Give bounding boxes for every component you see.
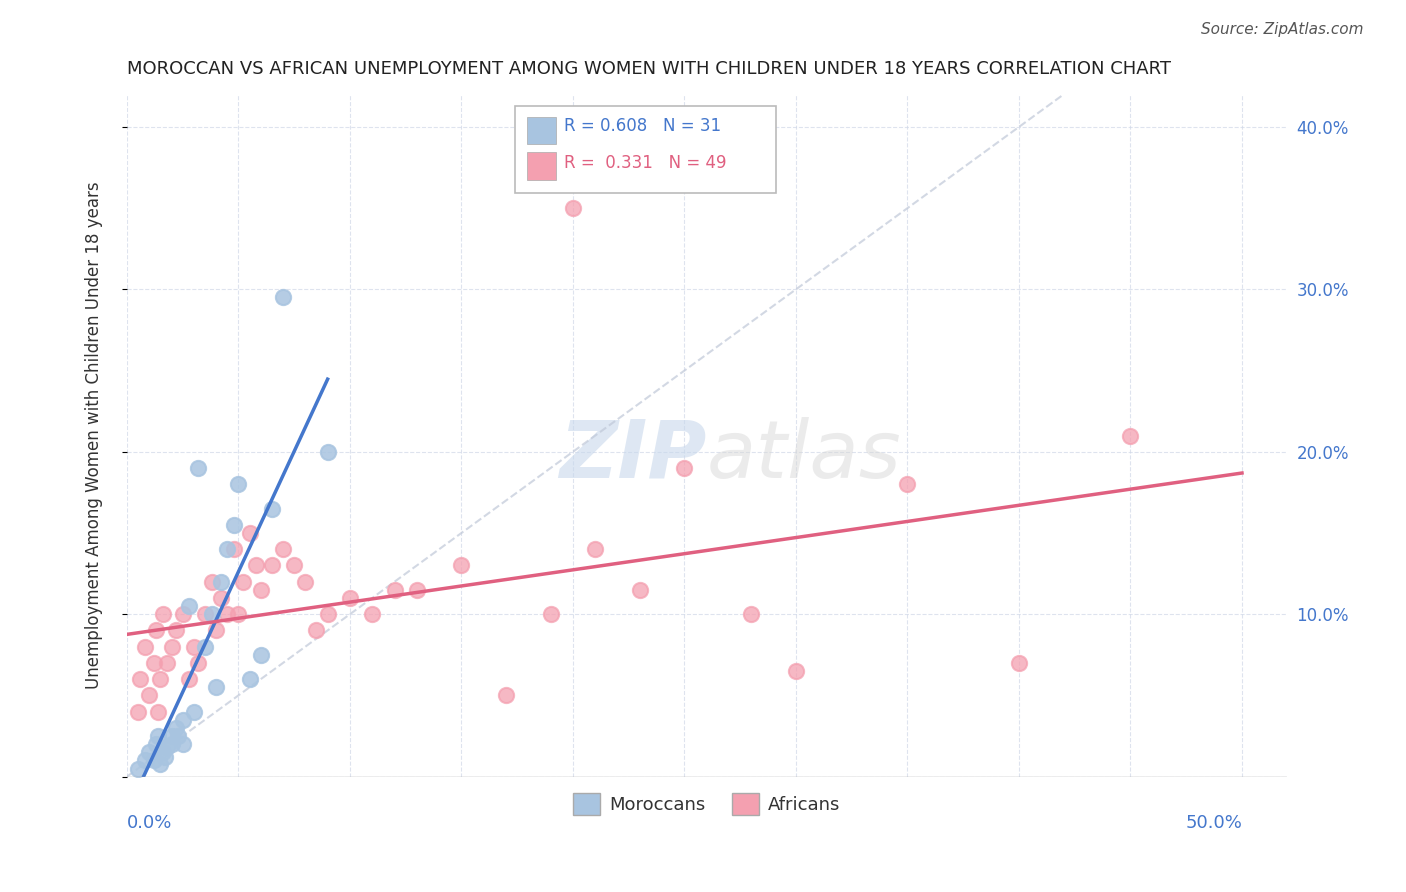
Point — [260, 558, 283, 573]
Point — [179, 599, 201, 613]
Point — [222, 542, 245, 557]
Point — [495, 689, 517, 703]
Point — [1008, 656, 1031, 670]
Point — [271, 290, 294, 304]
Point — [316, 444, 339, 458]
Point — [156, 656, 179, 670]
Y-axis label: Unemployment Among Women with Children Under 18 years: Unemployment Among Women with Children U… — [86, 182, 103, 690]
Point — [205, 681, 228, 695]
Point — [201, 607, 224, 622]
Point — [239, 526, 262, 541]
Point — [134, 640, 156, 654]
Point — [183, 640, 205, 654]
Legend: Moroccans, Africans: Moroccans, Africans — [565, 786, 848, 822]
Point — [152, 745, 174, 759]
Point — [896, 477, 918, 491]
Point — [179, 672, 201, 686]
Text: Source: ZipAtlas.com: Source: ZipAtlas.com — [1201, 22, 1364, 37]
Point — [160, 729, 183, 743]
Point — [205, 624, 228, 638]
Point — [165, 624, 187, 638]
Point — [149, 756, 172, 771]
Point — [450, 558, 472, 573]
Point — [187, 461, 209, 475]
Point — [228, 607, 250, 622]
Text: ZIP: ZIP — [560, 417, 707, 495]
Bar — [527, 117, 555, 145]
Point — [271, 542, 294, 557]
Point — [129, 672, 152, 686]
Point — [1119, 428, 1142, 442]
Point — [167, 729, 190, 743]
Point — [209, 591, 232, 605]
Point — [673, 461, 696, 475]
Point — [260, 501, 283, 516]
Point — [165, 721, 187, 735]
Point — [172, 607, 194, 622]
Text: 0.0%: 0.0% — [127, 814, 173, 832]
Point — [127, 762, 149, 776]
Point — [127, 705, 149, 719]
Point — [138, 745, 160, 759]
Point — [217, 542, 239, 557]
Point — [540, 607, 562, 622]
Point — [142, 656, 165, 670]
Point — [232, 574, 254, 589]
Point — [194, 607, 217, 622]
Point — [740, 607, 762, 622]
Point — [146, 705, 169, 719]
Point — [201, 574, 224, 589]
Point — [583, 542, 606, 557]
Point — [283, 558, 305, 573]
Point — [561, 201, 583, 215]
Point — [316, 607, 339, 622]
Point — [194, 640, 217, 654]
Point — [145, 737, 167, 751]
Point — [245, 558, 267, 573]
Point — [217, 607, 239, 622]
Text: atlas: atlas — [707, 417, 901, 495]
Point — [628, 582, 651, 597]
Point — [384, 582, 406, 597]
Text: R =  0.331   N = 49: R = 0.331 N = 49 — [564, 153, 727, 171]
Point — [138, 689, 160, 703]
Point — [249, 582, 271, 597]
Point — [160, 640, 183, 654]
Point — [152, 607, 174, 622]
Point — [294, 574, 316, 589]
Point — [153, 750, 176, 764]
Text: MOROCCAN VS AFRICAN UNEMPLOYMENT AMONG WOMEN WITH CHILDREN UNDER 18 YEARS CORREL: MOROCCAN VS AFRICAN UNEMPLOYMENT AMONG W… — [127, 60, 1171, 78]
Point — [305, 624, 328, 638]
Point — [249, 648, 271, 662]
Text: 50.0%: 50.0% — [1185, 814, 1241, 832]
Point — [145, 624, 167, 638]
Point — [142, 753, 165, 767]
Bar — [527, 153, 555, 179]
Point — [134, 753, 156, 767]
Point — [146, 729, 169, 743]
Point — [183, 705, 205, 719]
Point — [239, 672, 262, 686]
Point — [405, 582, 427, 597]
Point — [222, 517, 245, 532]
Point — [228, 477, 250, 491]
Point — [160, 737, 183, 751]
FancyBboxPatch shape — [516, 106, 776, 194]
Point — [361, 607, 384, 622]
Point — [209, 574, 232, 589]
Point — [172, 713, 194, 727]
Text: R = 0.608   N = 31: R = 0.608 N = 31 — [564, 118, 721, 136]
Point — [156, 740, 179, 755]
Point — [149, 672, 172, 686]
Point — [187, 656, 209, 670]
Point — [339, 591, 361, 605]
Point — [785, 664, 807, 678]
Point — [172, 737, 194, 751]
